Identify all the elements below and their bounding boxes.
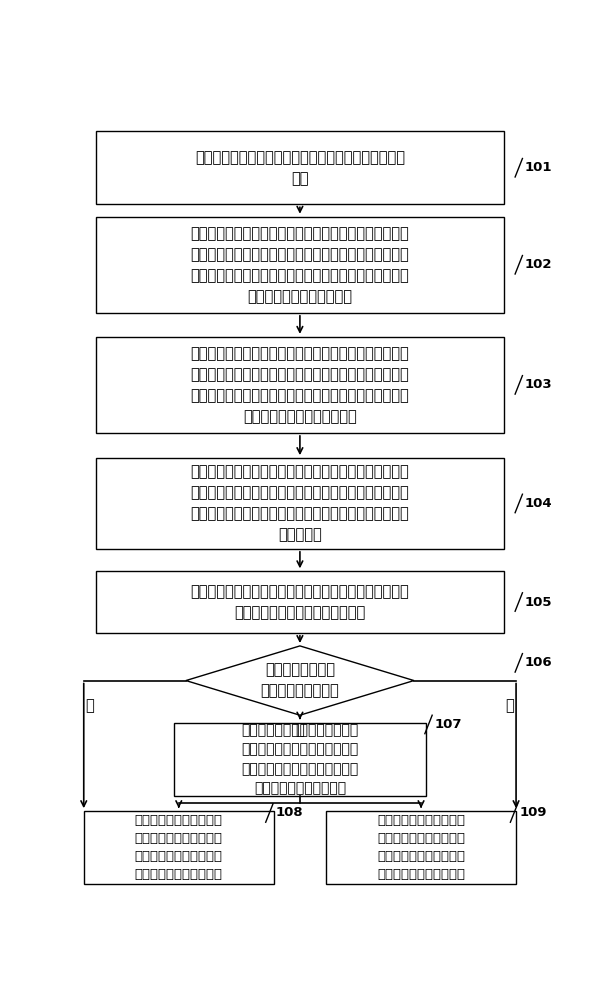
Text: 遍历上述第一发送信号的所有可能取值，根据当前接收到
的矢量信号，当前上述第一发送信号的先验信息以及当前
上述第二发送信号的先验信息，计算上述第一发送信号的
每位: 遍历上述第一发送信号的所有可能取值，根据当前接收到 的矢量信号，当前上述第一发送… [191,226,409,304]
Text: 105: 105 [525,596,552,609]
Polygon shape [186,646,414,715]
Text: 103: 103 [525,378,552,391]
Text: 108: 108 [275,806,303,820]
Text: 否: 否 [506,698,514,713]
Text: 计算第二发送信道的迭代
外信息，将该第二发送信
号的迭代外信息作为当前
第二发送信号的先验信息: 计算第二发送信道的迭代 外信息，将该第二发送信 号的迭代外信息作为当前 第二发送… [377,814,465,881]
Text: 将当前软译码处理后输出的第一
比特流信息和第二比特流信息分
别作为第一发送信号和第二发送
信号的信道译码结果输出: 将当前软译码处理后输出的第一 比特流信息和第二比特流信息分 别作为第一发送信号和… [242,723,359,795]
Text: 107: 107 [434,718,462,731]
FancyBboxPatch shape [96,571,504,633]
FancyBboxPatch shape [96,131,504,204]
Text: 判断当前是否满足
预置的停止运算条件: 判断当前是否满足 预置的停止运算条件 [261,663,339,699]
Text: 否: 否 [86,698,94,713]
Text: 是: 是 [295,722,304,737]
Text: 109: 109 [520,806,547,820]
Text: 分别对最新得到的第一发送信号的每位比特的对数似然比
信息和第二发送信号的每位比特的对数似然比信息进行解
交织，得到第一发送信号的比特外信息和第二发送信号的
比特: 分别对最新得到的第一发送信号的每位比特的对数似然比 信息和第二发送信号的每位比特… [191,464,409,542]
FancyBboxPatch shape [96,458,504,549]
Text: 101: 101 [525,161,552,174]
FancyBboxPatch shape [174,723,426,796]
Text: 106: 106 [525,656,552,669]
Text: 初始化第一发送信号的先验信息和第二发送信号的先验
信息: 初始化第一发送信号的先验信息和第二发送信号的先验 信息 [195,150,405,186]
Text: 计算第一发送信道的迭代
外信息，将该第一发送信
号的迭代外信息作为当前
第一发送信号的先验信息: 计算第一发送信道的迭代 外信息，将该第一发送信 号的迭代外信息作为当前 第一发送… [135,814,223,881]
Text: 102: 102 [525,258,552,271]
Text: 分别对最新得到的第一发送信号的比特外信息和第二发送
信号的比特外信息进行软译码处理: 分别对最新得到的第一发送信号的比特外信息和第二发送 信号的比特外信息进行软译码处… [191,584,409,620]
FancyBboxPatch shape [84,811,274,884]
FancyBboxPatch shape [96,217,504,313]
Text: 104: 104 [525,497,552,510]
FancyBboxPatch shape [96,337,504,433]
Text: 遍历上述第二发送信号的所有可能取值，根据当前接收到
的矢量信号，当前上述第一发送信号的先验信息以及当前
上述第二发送信号的先验信息，计算上述第二发送信号的
每位: 遍历上述第二发送信号的所有可能取值，根据当前接收到 的矢量信号，当前上述第一发送… [191,346,409,424]
FancyBboxPatch shape [326,811,516,884]
